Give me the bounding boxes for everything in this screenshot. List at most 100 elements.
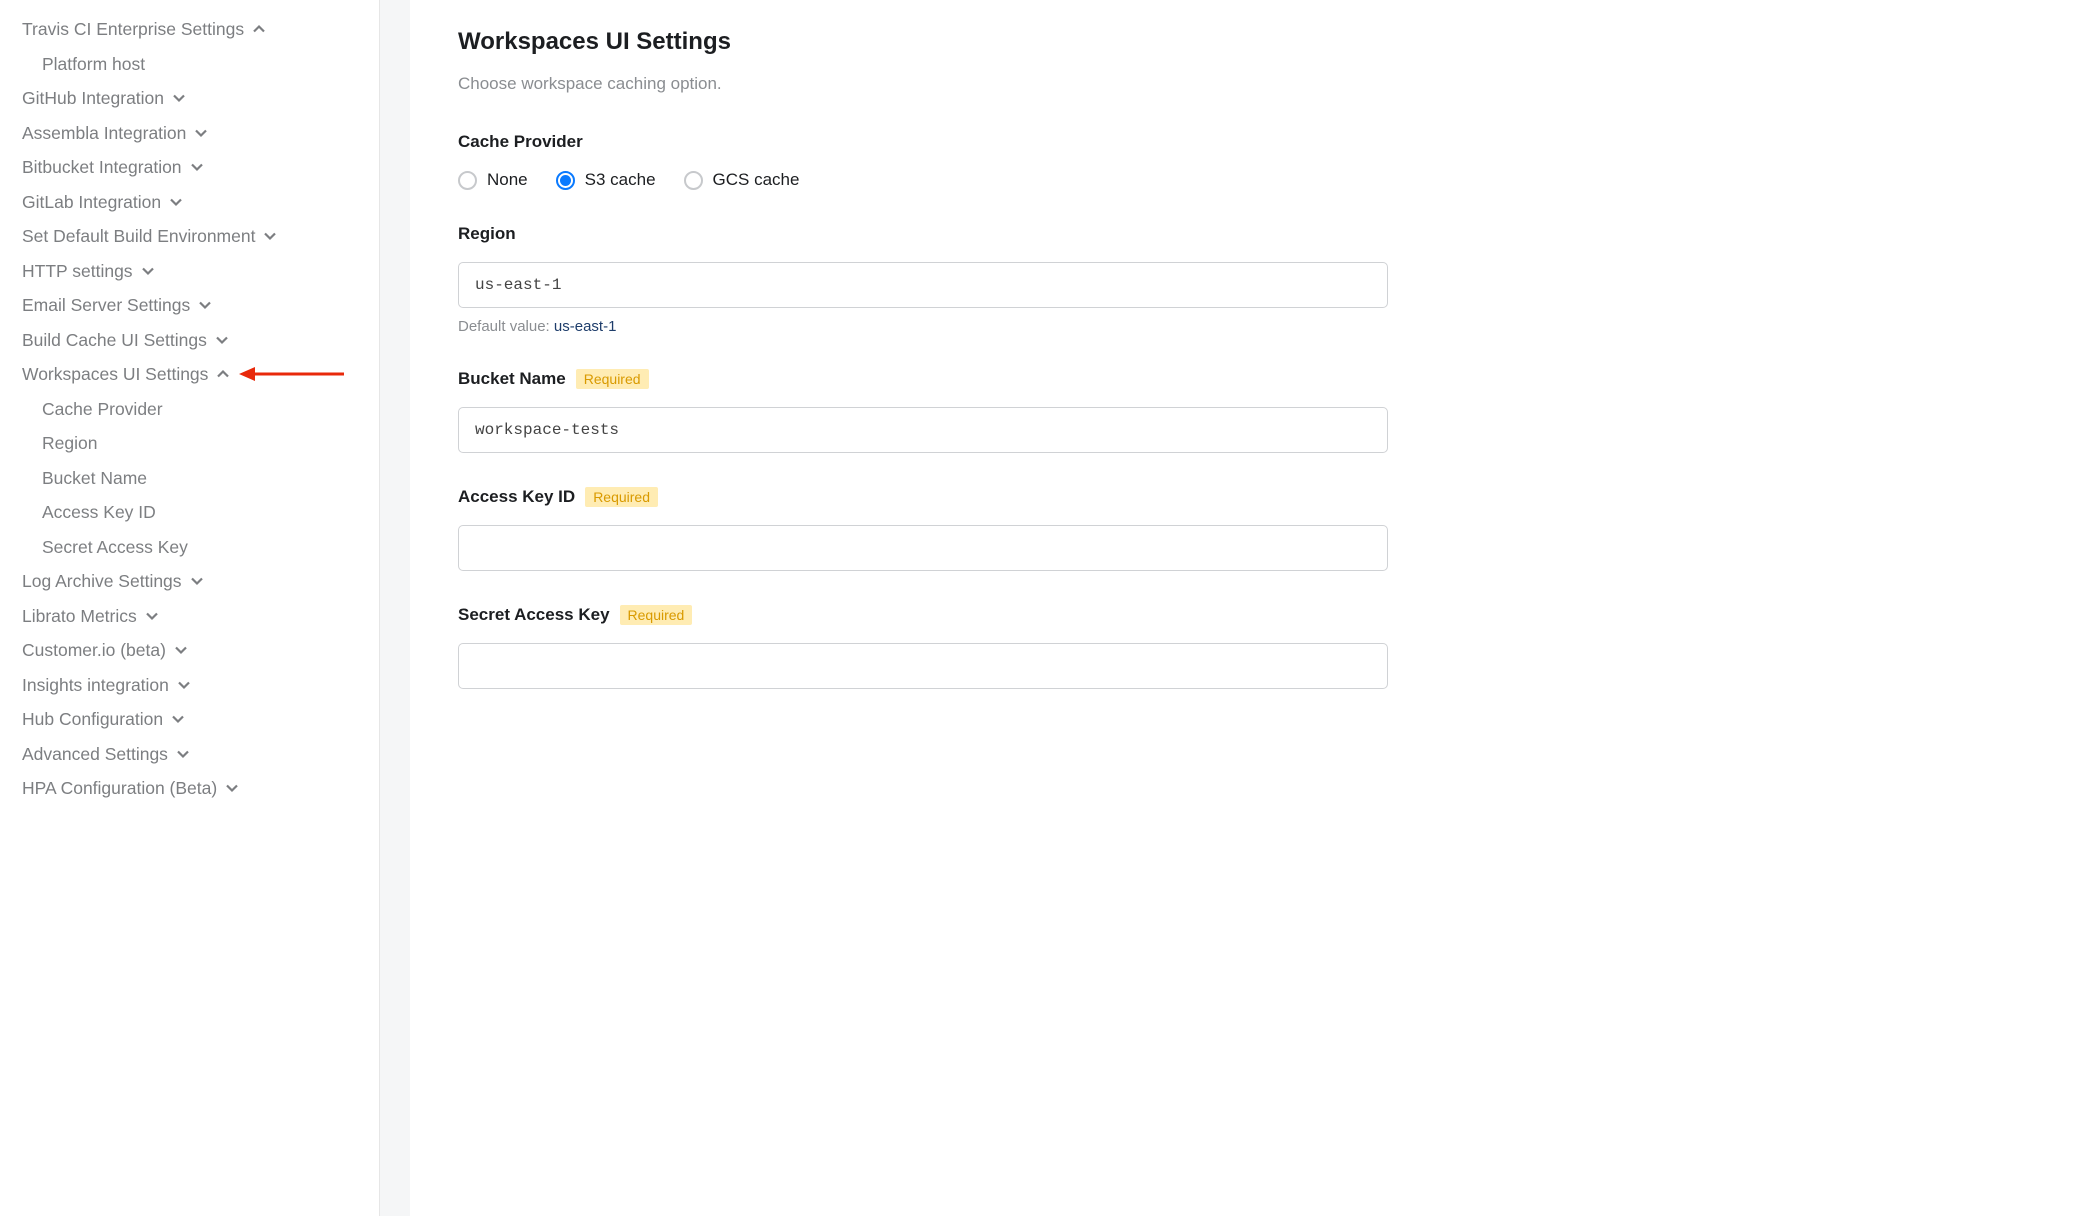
sidebar-item[interactable]: Assembla Integration: [0, 116, 379, 151]
sidebar-item-label: Insights integration: [22, 673, 169, 698]
chevron-down-icon: [225, 781, 239, 795]
sidebar-item[interactable]: Librato Metrics: [0, 599, 379, 634]
sidebar-item[interactable]: Region: [0, 426, 379, 461]
sidebar-item[interactable]: Bucket Name: [0, 461, 379, 496]
sidebar-item-label: Bitbucket Integration: [22, 155, 182, 180]
access-key-id-label-row: Access Key ID Required: [458, 487, 2054, 507]
sidebar-item-label: GitLab Integration: [22, 190, 161, 215]
sidebar-item-label: Travis CI Enterprise Settings: [22, 17, 244, 42]
bucket-name-input[interactable]: [458, 407, 1388, 453]
sidebar-item[interactable]: Insights integration: [0, 668, 379, 703]
chevron-down-icon: [177, 678, 191, 692]
radio-circle-icon: [458, 171, 477, 190]
bucket-name-label: Bucket Name: [458, 369, 566, 389]
sidebar-item-label: Customer.io (beta): [22, 638, 166, 663]
sidebar-item-label: Secret Access Key: [42, 535, 188, 560]
sidebar-item[interactable]: Platform host: [0, 47, 379, 82]
bucket-name-label-row: Bucket Name Required: [458, 369, 2054, 389]
region-section: Region Default value: us-east-1: [458, 224, 2054, 335]
chevron-down-icon: [263, 229, 277, 243]
sidebar-item[interactable]: Build Cache UI Settings: [0, 323, 379, 358]
sidebar-item[interactable]: Hub Configuration: [0, 702, 379, 737]
sidebar-item[interactable]: Log Archive Settings: [0, 564, 379, 599]
sidebar-item-label: HTTP settings: [22, 259, 133, 284]
radio-option[interactable]: None: [458, 170, 528, 190]
sidebar-item[interactable]: Access Key ID: [0, 495, 379, 530]
sidebar-item-label: Librato Metrics: [22, 604, 137, 629]
radio-label: GCS cache: [713, 170, 800, 190]
sidebar-item-label: HPA Configuration (Beta): [22, 776, 217, 801]
main-panel: Workspaces UI Settings Choose workspace …: [410, 0, 2090, 1216]
sidebar-item[interactable]: Travis CI Enterprise Settings: [0, 12, 379, 47]
chevron-down-icon: [171, 712, 185, 726]
sidebar-item[interactable]: Set Default Build Environment: [0, 219, 379, 254]
chevron-down-icon: [172, 91, 186, 105]
cache-provider-section: Cache Provider None S3 cache GCS cache: [458, 132, 2054, 190]
sidebar-item[interactable]: HTTP settings: [0, 254, 379, 289]
region-label: Region: [458, 224, 2054, 244]
secret-access-key-input[interactable]: [458, 643, 1388, 689]
sidebar: Travis CI Enterprise Settings Platform ho…: [0, 0, 380, 1216]
region-helper-value: us-east-1: [554, 318, 617, 335]
sidebar-item[interactable]: Secret Access Key: [0, 530, 379, 565]
chevron-down-icon: [176, 747, 190, 761]
chevron-down-icon: [215, 333, 229, 347]
page-title: Workspaces UI Settings: [458, 28, 2054, 56]
radio-option[interactable]: S3 cache: [556, 170, 656, 190]
chevron-down-icon: [190, 574, 204, 588]
sidebar-item-label: Log Archive Settings: [22, 569, 182, 594]
sidebar-item-label: Access Key ID: [42, 500, 156, 525]
sidebar-item[interactable]: HPA Configuration (Beta): [0, 771, 379, 806]
chevron-down-icon: [174, 643, 188, 657]
region-helper: Default value: us-east-1: [458, 318, 2054, 335]
secret-access-key-label-row: Secret Access Key Required: [458, 605, 2054, 625]
sidebar-item-label: Bucket Name: [42, 466, 147, 491]
required-badge: Required: [576, 369, 649, 389]
secret-access-key-label: Secret Access Key: [458, 605, 610, 625]
sidebar-item-label: GitHub Integration: [22, 86, 164, 111]
sidebar-item[interactable]: Email Server Settings: [0, 288, 379, 323]
sidebar-item[interactable]: Cache Provider: [0, 392, 379, 427]
access-key-id-section: Access Key ID Required: [458, 487, 2054, 571]
sidebar-item[interactable]: GitLab Integration: [0, 185, 379, 220]
sidebar-item[interactable]: Customer.io (beta): [0, 633, 379, 668]
sidebar-item-label: Advanced Settings: [22, 742, 168, 767]
radio-option[interactable]: GCS cache: [684, 170, 800, 190]
required-badge: Required: [620, 605, 693, 625]
radio-label: None: [487, 170, 528, 190]
sidebar-item[interactable]: Bitbucket Integration: [0, 150, 379, 185]
chevron-up-icon: [216, 367, 230, 381]
sidebar-item[interactable]: GitHub Integration: [0, 81, 379, 116]
sidebar-item-label: Hub Configuration: [22, 707, 163, 732]
chevron-down-icon: [145, 609, 159, 623]
sidebar-item-label: Build Cache UI Settings: [22, 328, 207, 353]
sidebar-item-label: Cache Provider: [42, 397, 163, 422]
radio-circle-icon: [556, 171, 575, 190]
sidebar-item-label: Region: [42, 431, 97, 456]
bucket-name-section: Bucket Name Required: [458, 369, 2054, 453]
sidebar-item[interactable]: Workspaces UI Settings: [0, 357, 379, 392]
sidebar-item-label: Email Server Settings: [22, 293, 190, 318]
cache-provider-label: Cache Provider: [458, 132, 2054, 152]
sidebar-item-label: Workspaces UI Settings: [22, 362, 208, 387]
access-key-id-label: Access Key ID: [458, 487, 575, 507]
chevron-down-icon: [198, 298, 212, 312]
radio-circle-icon: [684, 171, 703, 190]
chevron-down-icon: [190, 160, 204, 174]
page-subtitle: Choose workspace caching option.: [458, 74, 2054, 94]
sidebar-item[interactable]: Advanced Settings: [0, 737, 379, 772]
region-helper-prefix: Default value:: [458, 318, 554, 335]
radio-label: S3 cache: [585, 170, 656, 190]
sidebar-item-label: Assembla Integration: [22, 121, 186, 146]
arrow-annotation-icon: [239, 363, 344, 385]
region-input[interactable]: [458, 262, 1388, 308]
secret-access-key-section: Secret Access Key Required: [458, 605, 2054, 689]
chevron-down-icon: [194, 126, 208, 140]
sidebar-item-label: Platform host: [42, 52, 145, 77]
cache-provider-radio-group: None S3 cache GCS cache: [458, 170, 2054, 190]
chevron-up-icon: [252, 22, 266, 36]
chevron-down-icon: [169, 195, 183, 209]
access-key-id-input[interactable]: [458, 525, 1388, 571]
required-badge: Required: [585, 487, 658, 507]
chevron-down-icon: [141, 264, 155, 278]
